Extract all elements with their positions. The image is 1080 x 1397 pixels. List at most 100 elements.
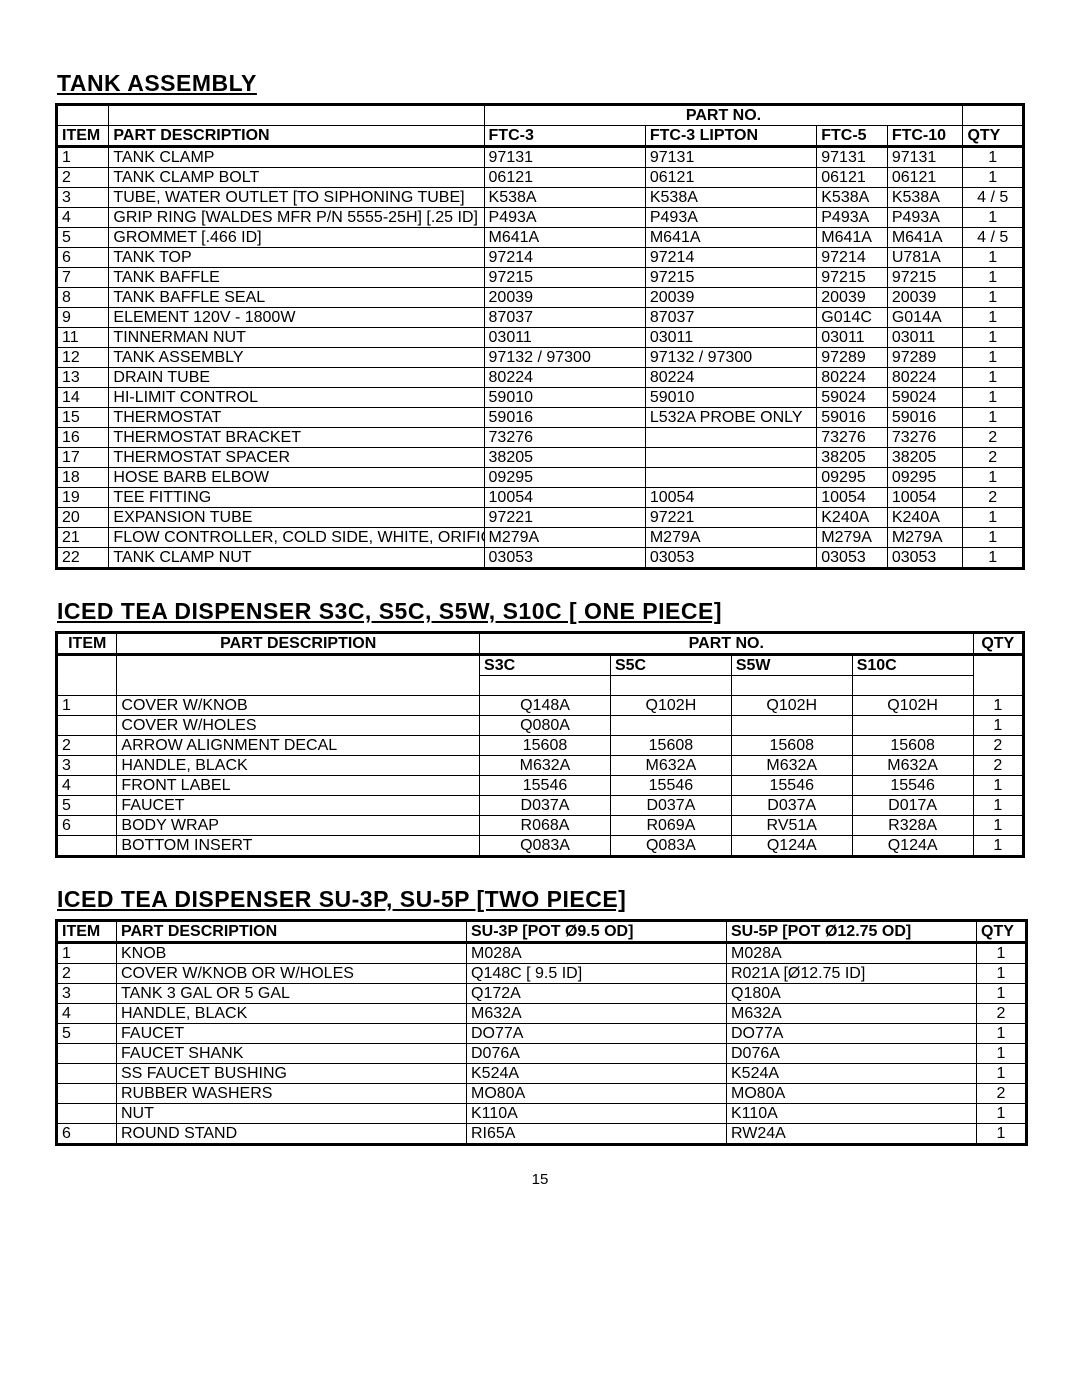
cell-desc: DRAIN TUBE xyxy=(109,368,484,388)
cell-desc: FRONT LABEL xyxy=(117,775,480,795)
cell-e: 03011 xyxy=(887,328,963,348)
th-desc xyxy=(109,105,484,126)
dispenser2-title: ICED TEA DISPENSER SU-3P, SU-5P [TWO PIE… xyxy=(57,886,1025,913)
cell-qty: 1 xyxy=(973,775,1023,795)
cell-a: DO77A xyxy=(467,1023,727,1043)
cell-a: 59016 xyxy=(484,408,645,428)
cell-item: 1 xyxy=(57,147,109,168)
cell-a: 97131 xyxy=(484,147,645,168)
cell-c: 97289 xyxy=(817,348,888,368)
cell-a: M028A xyxy=(467,942,727,963)
cell-c: 59024 xyxy=(817,388,888,408)
cell-e: 97289 xyxy=(887,348,963,368)
cell-qty: 1 xyxy=(963,408,1024,428)
dispenser1-table: ITEMPART DESCRIPTIONPART NO.QTYS3CS5CS5W… xyxy=(55,631,1025,858)
cell-item xyxy=(57,1063,117,1083)
cell-qty: 1 xyxy=(963,268,1024,288)
cell-e: R328A xyxy=(852,815,973,835)
cell-qty: 1 xyxy=(963,468,1024,488)
table-row: 12TANK ASSEMBLY97132 / 9730097132 / 9730… xyxy=(57,348,1024,368)
cell-item: 5 xyxy=(57,228,109,248)
cell-desc: ROUND STAND xyxy=(117,1123,467,1144)
cell-a: M632A xyxy=(467,1003,727,1023)
cell-item: 6 xyxy=(57,815,117,835)
cell-b: M641A xyxy=(645,228,816,248)
cell-desc: GRIP RING [WALDES MFR P/N 5555-25H] [.25… xyxy=(109,208,484,228)
cell-e: U781A xyxy=(887,248,963,268)
cell-qty: 1 xyxy=(963,147,1024,168)
cell-qty: 1 xyxy=(963,528,1024,548)
cell-item: 6 xyxy=(57,1123,117,1144)
cell-a: Q080A xyxy=(480,715,611,735)
cell-b: MO80A xyxy=(727,1083,977,1103)
cell-qty: 2 xyxy=(973,755,1023,775)
cell-c: D037A xyxy=(731,795,852,815)
dispenser2-table: ITEMPART DESCRIPTIONSU-3P [POT Ø9.5 OD]S… xyxy=(55,919,1028,1146)
cell-a: Q148A xyxy=(480,695,611,715)
table-row: 5FAUCETDO77ADO77A1 xyxy=(57,1023,1027,1043)
cell-a: K524A xyxy=(467,1063,727,1083)
cell-b: 87037 xyxy=(645,308,816,328)
cell-item: 11 xyxy=(57,328,109,348)
cell-b: K110A xyxy=(727,1103,977,1123)
cell-desc: FLOW CONTROLLER, COLD SIDE, WHITE, ORIFI… xyxy=(109,528,484,548)
cell-e: D017A xyxy=(852,795,973,815)
cell-qty: 1 xyxy=(963,348,1024,368)
cell-a: 97215 xyxy=(484,268,645,288)
cell-b: 10054 xyxy=(645,488,816,508)
cell-desc: ARROW ALIGNMENT DECAL xyxy=(117,735,480,755)
cell-c: Q124A xyxy=(731,835,852,856)
cell-desc: HI-LIMIT CONTROL xyxy=(109,388,484,408)
page: TANK ASSEMBLY PART NO.ITEMPART DESCRIPTI… xyxy=(0,0,1080,1397)
table-row: 3TANK 3 GAL OR 5 GALQ172AQ180A1 xyxy=(57,983,1027,1003)
blank xyxy=(973,655,1023,676)
cell-qty: 1 xyxy=(973,815,1023,835)
cell-b: L532A PROBE ONLY xyxy=(645,408,816,428)
cell-e: M641A xyxy=(887,228,963,248)
cell-item: 18 xyxy=(57,468,109,488)
cell-desc: HANDLE, BLACK xyxy=(117,1003,467,1023)
table-row: 11TINNERMAN NUT030110301103011030111 xyxy=(57,328,1024,348)
cell-qty: 1 xyxy=(963,328,1024,348)
cell-e: M279A xyxy=(887,528,963,548)
cell-qty: 1 xyxy=(977,1103,1027,1123)
th-s10c: S10C xyxy=(852,655,973,676)
th-desc: PART DESCRIPTION xyxy=(109,126,484,147)
cell-desc: FAUCET xyxy=(117,1023,467,1043)
cell-qty: 1 xyxy=(963,388,1024,408)
dispenser1-title: ICED TEA DISPENSER S3C, S5C, S5W, S10C [… xyxy=(57,598,1025,625)
cell-c: 80224 xyxy=(817,368,888,388)
blank xyxy=(57,676,117,696)
cell-desc: FAUCET xyxy=(117,795,480,815)
cell-desc: TANK BAFFLE xyxy=(109,268,484,288)
cell-qty: 2 xyxy=(977,1083,1027,1103)
table-row: COVER W/HOLESQ080A1 xyxy=(57,715,1024,735)
cell-qty: 1 xyxy=(963,288,1024,308)
cell-item: 3 xyxy=(57,755,117,775)
cell-item: 4 xyxy=(57,775,117,795)
tank-assembly-table: PART NO.ITEMPART DESCRIPTIONFTC-3FTC-3 L… xyxy=(55,103,1025,570)
cell-b: 80224 xyxy=(645,368,816,388)
cell-desc: GROMMET [.466 ID] xyxy=(109,228,484,248)
th-item: ITEM xyxy=(57,126,109,147)
cell-b: 97214 xyxy=(645,248,816,268)
th-partno: PART NO. xyxy=(484,105,963,126)
blank xyxy=(57,655,117,676)
cell-b: Q102H xyxy=(610,695,731,715)
cell-item: 4 xyxy=(57,208,109,228)
cell-b: 03011 xyxy=(645,328,816,348)
cell-c: Q102H xyxy=(731,695,852,715)
cell-desc: TEE FITTING xyxy=(109,488,484,508)
table-row: 21FLOW CONTROLLER, COLD SIDE, WHITE, ORI… xyxy=(57,528,1024,548)
cell-desc: TANK 3 GAL OR 5 GAL xyxy=(117,983,467,1003)
cell-b: 15546 xyxy=(610,775,731,795)
cell-b: K538A xyxy=(645,188,816,208)
table-row: BOTTOM INSERTQ083AQ083AQ124AQ124A1 xyxy=(57,835,1024,856)
cell-qty: 2 xyxy=(963,428,1024,448)
table-row: 5FAUCETD037AD037AD037AD017A1 xyxy=(57,795,1024,815)
cell-a: 03053 xyxy=(484,548,645,569)
cell-a: R068A xyxy=(480,815,611,835)
cell-b: Q180A xyxy=(727,983,977,1003)
cell-a: M279A xyxy=(484,528,645,548)
cell-qty: 1 xyxy=(977,963,1027,983)
